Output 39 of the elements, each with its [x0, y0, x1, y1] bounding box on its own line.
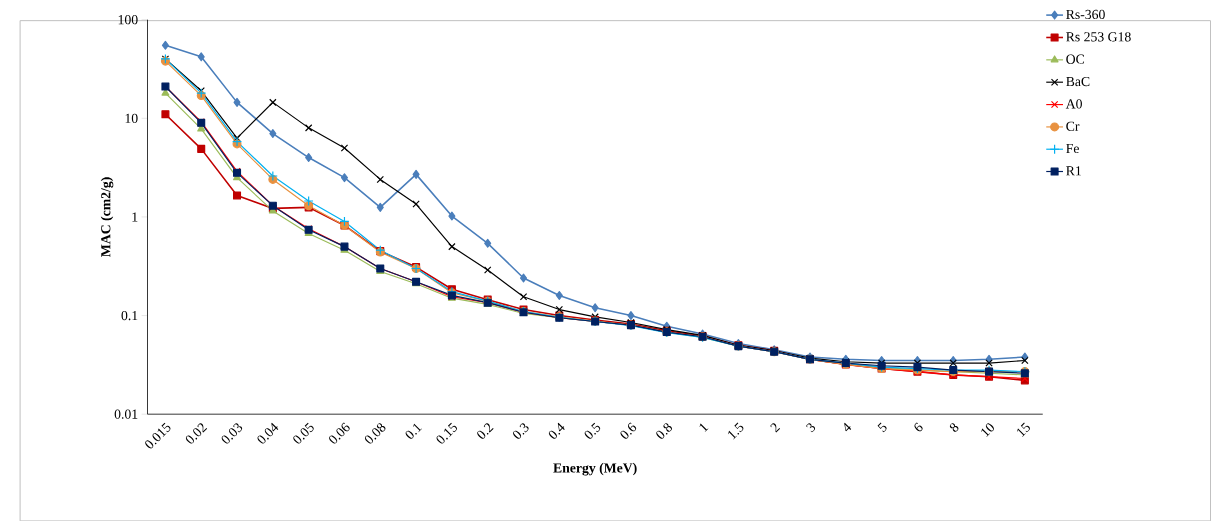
x-tick-label: 4 [844, 422, 852, 432]
legend-label: A0 [1065, 99, 1082, 109]
x-tick-label: 0.5 [584, 422, 601, 439]
x-tick-label: 0.04 [257, 422, 279, 444]
x-tick-label: 0.3 [513, 423, 529, 439]
x-tick-label: 8 [949, 422, 959, 432]
legend-label: Cr [1066, 121, 1080, 131]
legend-label: Fe [1066, 143, 1079, 153]
x-tick-label: 0.02 [185, 423, 208, 444]
x-tick-label: 0.4 [548, 422, 565, 439]
x-tick-label: 1 [699, 423, 709, 432]
y-tick-label: 0.01 [114, 409, 138, 419]
y-tick-label: 0.1 [121, 310, 138, 321]
x-tick-label: 0.1 [405, 423, 422, 439]
x-tick-label: 6 [914, 422, 923, 432]
y-tick-label: 10 [125, 113, 138, 123]
x-tick-label: 0.2 [477, 423, 494, 439]
x-tick-label: 2 [770, 423, 781, 433]
x-tick-label: 15 [1017, 422, 1030, 437]
x-tick-label: 3 [806, 423, 816, 433]
legend-label: Rs 253 G18 [1066, 31, 1131, 42]
y-tick-label: 1 [132, 212, 138, 222]
x-tick-label: 0.15 [436, 422, 457, 444]
x-tick-label: 0.06 [329, 422, 350, 444]
legend-label: R1 [1066, 166, 1081, 176]
x-tick-label: 0.6 [620, 422, 637, 439]
x-tick-label: 10 [981, 423, 994, 437]
legend-label: BaC [1066, 76, 1090, 86]
y-tick-label: 100 [118, 14, 138, 25]
x-axis-title: Energy (MeV) [553, 462, 637, 476]
x-tick-label: 0.03 [221, 423, 243, 444]
x-tick-label: 5 [877, 422, 887, 432]
x-tick-label: 0.8 [656, 422, 672, 439]
x-tick-label: 0.08 [364, 422, 386, 444]
x-tick-label: 1.5 [728, 422, 744, 440]
legend-label: OC [1066, 54, 1085, 64]
x-tick-label: 0.05 [293, 422, 314, 444]
y-axis-title: MAC (cm2/g) [100, 177, 114, 257]
legend-label: Rs-360 [1066, 9, 1105, 19]
